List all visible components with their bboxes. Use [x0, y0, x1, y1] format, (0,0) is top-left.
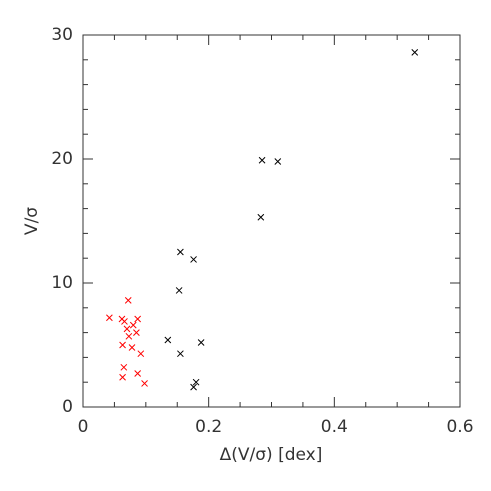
point	[120, 363, 128, 371]
point	[141, 380, 148, 387]
point	[258, 156, 266, 164]
point	[129, 321, 137, 329]
point	[134, 370, 142, 377]
point	[121, 318, 128, 325]
point	[190, 383, 197, 391]
point	[274, 158, 282, 165]
point	[257, 213, 265, 221]
point	[177, 248, 184, 256]
point	[123, 325, 131, 333]
y-tick-label: 30	[51, 25, 73, 45]
x-tick-label: 0.4	[321, 417, 348, 437]
y-tick-label: 0	[62, 397, 73, 417]
point	[124, 297, 132, 304]
point	[164, 336, 172, 344]
x-tick-label: 0	[78, 417, 89, 437]
point	[125, 332, 133, 340]
point	[134, 315, 142, 323]
point	[177, 350, 184, 358]
point	[197, 339, 205, 346]
point	[133, 329, 140, 336]
y-axis-label: V/σ	[22, 207, 42, 235]
point	[192, 378, 200, 386]
x-tick-label: 0.2	[195, 417, 222, 437]
x-axis-label: Δ(V/σ) [dex]	[220, 445, 323, 465]
y-tick-label: 10	[51, 273, 73, 293]
x-tick-label: 0.6	[446, 417, 473, 437]
y-tick-label: 20	[51, 149, 73, 169]
point	[411, 49, 419, 56]
point	[175, 287, 183, 294]
point	[119, 341, 126, 349]
point	[137, 350, 145, 358]
plot-frame	[82, 34, 461, 408]
point	[190, 256, 197, 263]
point	[106, 314, 113, 322]
point	[128, 344, 136, 351]
point	[119, 373, 126, 381]
